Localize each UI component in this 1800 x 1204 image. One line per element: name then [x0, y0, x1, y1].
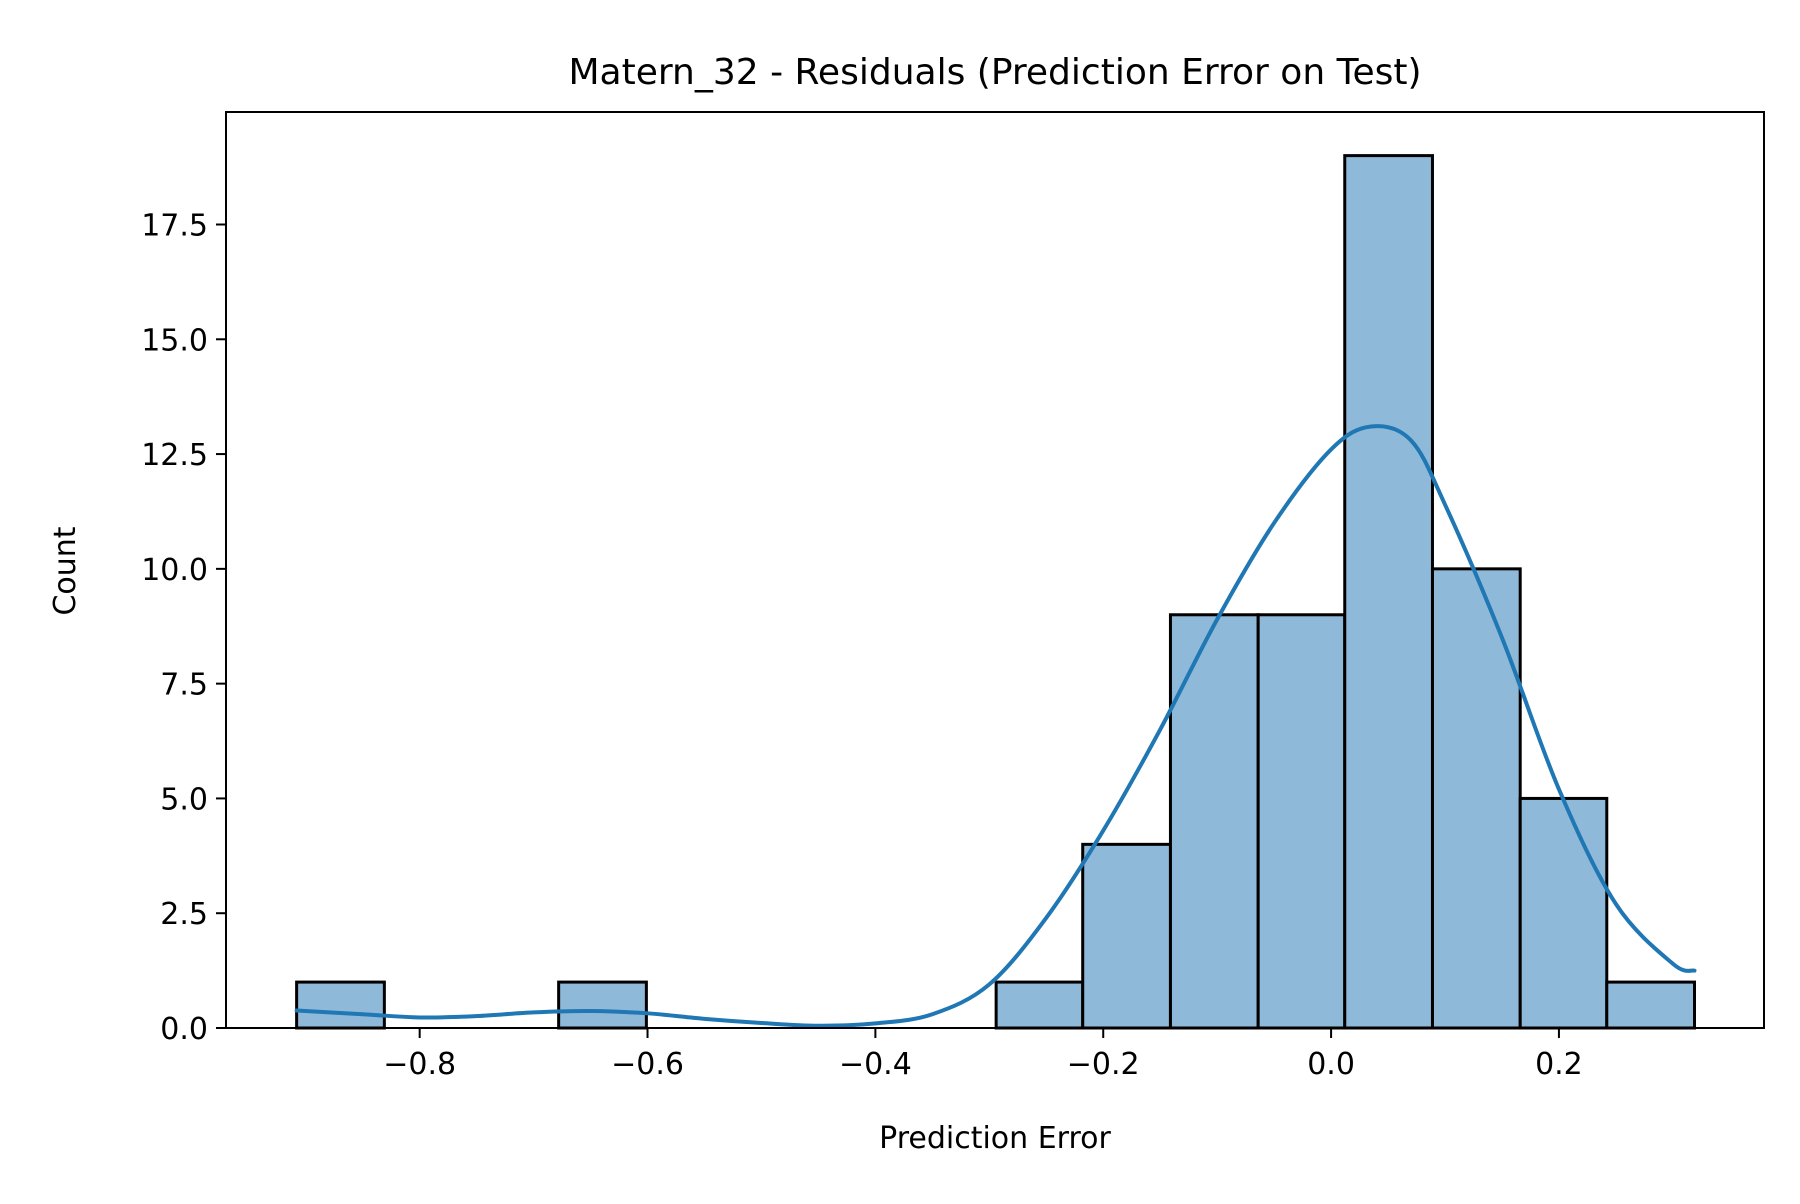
y-tick-label: 10.0	[141, 553, 208, 588]
x-tick-label: 0.2	[1535, 1047, 1583, 1082]
y-axis: 0.0 2.5 5.0 7.5 10.0 12.5 15.0 17.5	[141, 208, 226, 1047]
x-tick-label: −0.8	[383, 1047, 456, 1082]
histogram-bar	[1168, 613, 1260, 1030]
histogram-bar	[1605, 980, 1697, 1030]
histogram-bar	[1343, 154, 1434, 1030]
kde-layer	[294, 424, 1697, 1028]
bars-layer	[295, 154, 1697, 1030]
plot-frame	[225, 111, 1765, 1029]
x-axis: −0.8 −0.6 −0.4 −0.2 0.0 0.2	[383, 1028, 1583, 1082]
y-tick-label: 5.0	[160, 782, 208, 817]
histogram-bar	[1256, 613, 1347, 1030]
x-tick-label: −0.4	[839, 1047, 912, 1082]
x-tick-label: 0.0	[1307, 1047, 1355, 1082]
y-tick-label: 0.0	[160, 1012, 208, 1047]
x-tick-label: −0.2	[1067, 1047, 1140, 1082]
histogram-bar	[1430, 567, 1522, 1030]
histogram-bar	[1518, 796, 1609, 1030]
y-tick-label: 2.5	[160, 897, 208, 932]
kde-curve	[294, 424, 1697, 1028]
y-axis-label: Count	[48, 526, 83, 615]
x-axis-label: Prediction Error	[879, 1121, 1111, 1156]
y-tick-label: 7.5	[160, 668, 208, 703]
x-tick-label: −0.6	[611, 1047, 684, 1082]
y-tick-label: 12.5	[141, 438, 208, 473]
histogram-bar	[557, 980, 648, 1030]
histogram-bar	[295, 980, 386, 1030]
histogram-bar	[994, 980, 1085, 1030]
histogram-bar	[1081, 842, 1172, 1030]
y-tick-label: 17.5	[141, 208, 208, 243]
chart-title: Matern_32 - Residuals (Prediction Error …	[568, 52, 1421, 93]
y-tick-label: 15.0	[141, 323, 208, 358]
